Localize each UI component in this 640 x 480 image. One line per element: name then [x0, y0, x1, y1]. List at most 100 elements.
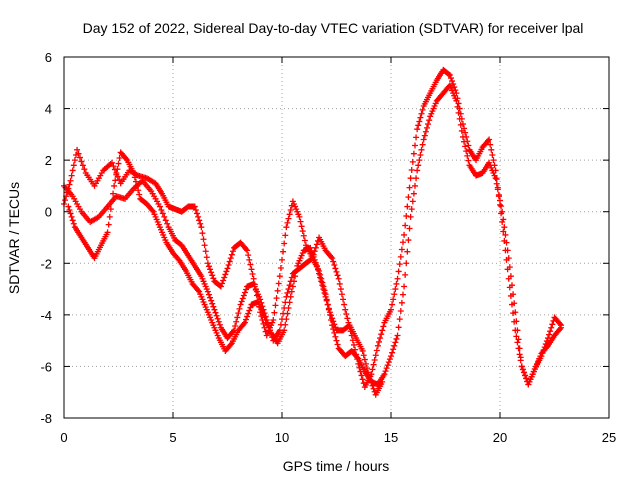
data-point [200, 236, 207, 243]
data-point [236, 305, 243, 312]
data-point [454, 103, 461, 110]
data-point [383, 365, 390, 372]
data-point [456, 115, 463, 122]
data-point [195, 287, 202, 294]
y-axis-label: SDTVAR / TECUs [6, 182, 22, 294]
data-point [239, 295, 246, 302]
data-point [274, 287, 281, 294]
data-point [361, 356, 368, 363]
data-point [204, 260, 211, 267]
data-point [164, 220, 171, 227]
data-point [309, 250, 316, 257]
data-point [244, 313, 251, 320]
data-point [66, 206, 73, 213]
data-point [175, 256, 182, 263]
data-point [68, 172, 75, 179]
data-point [367, 376, 374, 383]
plot-frame [63, 56, 610, 419]
data-point [546, 331, 553, 338]
data-point [324, 301, 331, 308]
data-point [313, 262, 320, 269]
data-point [366, 373, 373, 380]
data-point [226, 258, 233, 265]
data-point [390, 296, 397, 303]
data-point [285, 304, 292, 311]
data-point [209, 272, 216, 279]
data-point [159, 210, 166, 217]
data-point [318, 278, 325, 285]
data-point [403, 260, 410, 267]
data-point [69, 217, 76, 224]
data-point [370, 385, 377, 392]
data-point [369, 366, 376, 373]
data-point [410, 150, 417, 157]
data-point [404, 203, 411, 210]
data-point [457, 121, 464, 128]
data-point [284, 289, 291, 296]
data-point [67, 210, 74, 217]
data-point [405, 237, 412, 244]
data-point [104, 229, 111, 236]
data-point [395, 268, 402, 275]
data-point [250, 275, 257, 282]
data-point [240, 292, 247, 299]
data-point [301, 237, 308, 244]
data-point [228, 251, 235, 258]
data-point [338, 291, 345, 298]
data-point [500, 216, 507, 223]
data-point [208, 297, 215, 304]
data-point [505, 255, 512, 262]
data-point [416, 118, 423, 125]
data-point [135, 187, 142, 194]
data-point [280, 248, 287, 255]
data-point [458, 127, 465, 134]
data-point [514, 339, 521, 346]
data-point [336, 280, 343, 287]
y-tick-label: 6 [45, 50, 52, 65]
data-point [343, 310, 350, 317]
data-point [283, 224, 290, 231]
data-point [161, 213, 168, 220]
data-point [69, 167, 76, 174]
data-point [495, 191, 502, 198]
data-point [399, 239, 406, 246]
data-point [191, 203, 198, 210]
data-point [229, 328, 236, 335]
data-point [522, 372, 529, 379]
data-point [342, 306, 349, 313]
data-point [451, 84, 458, 91]
data-point [384, 362, 391, 369]
data-point [245, 252, 252, 259]
data-point [110, 190, 117, 197]
data-point [402, 271, 409, 278]
data-point [244, 247, 251, 254]
data-point [112, 177, 119, 184]
data-point [224, 265, 231, 272]
x-tick-label: 10 [275, 430, 289, 445]
data-point [283, 316, 290, 323]
data-point [288, 288, 295, 295]
data-point [453, 97, 460, 104]
data-point [213, 312, 220, 319]
data-point [329, 315, 336, 322]
data-point [207, 294, 214, 301]
data-point [108, 159, 115, 166]
data-point [215, 318, 222, 325]
data-point [446, 72, 453, 79]
data-point [238, 298, 245, 305]
data-point [132, 178, 139, 185]
data-point [344, 315, 351, 322]
data-point [216, 321, 223, 328]
data-point [192, 206, 199, 213]
data-point [518, 363, 525, 370]
data-point [210, 303, 217, 310]
data-point [297, 218, 304, 225]
y-tick-label: -4 [40, 308, 52, 323]
data-point [407, 175, 414, 182]
data-point [370, 361, 377, 368]
data-point [492, 175, 499, 182]
data-point [513, 318, 520, 325]
y-tick-label: 4 [45, 102, 52, 117]
data-point [392, 286, 399, 293]
